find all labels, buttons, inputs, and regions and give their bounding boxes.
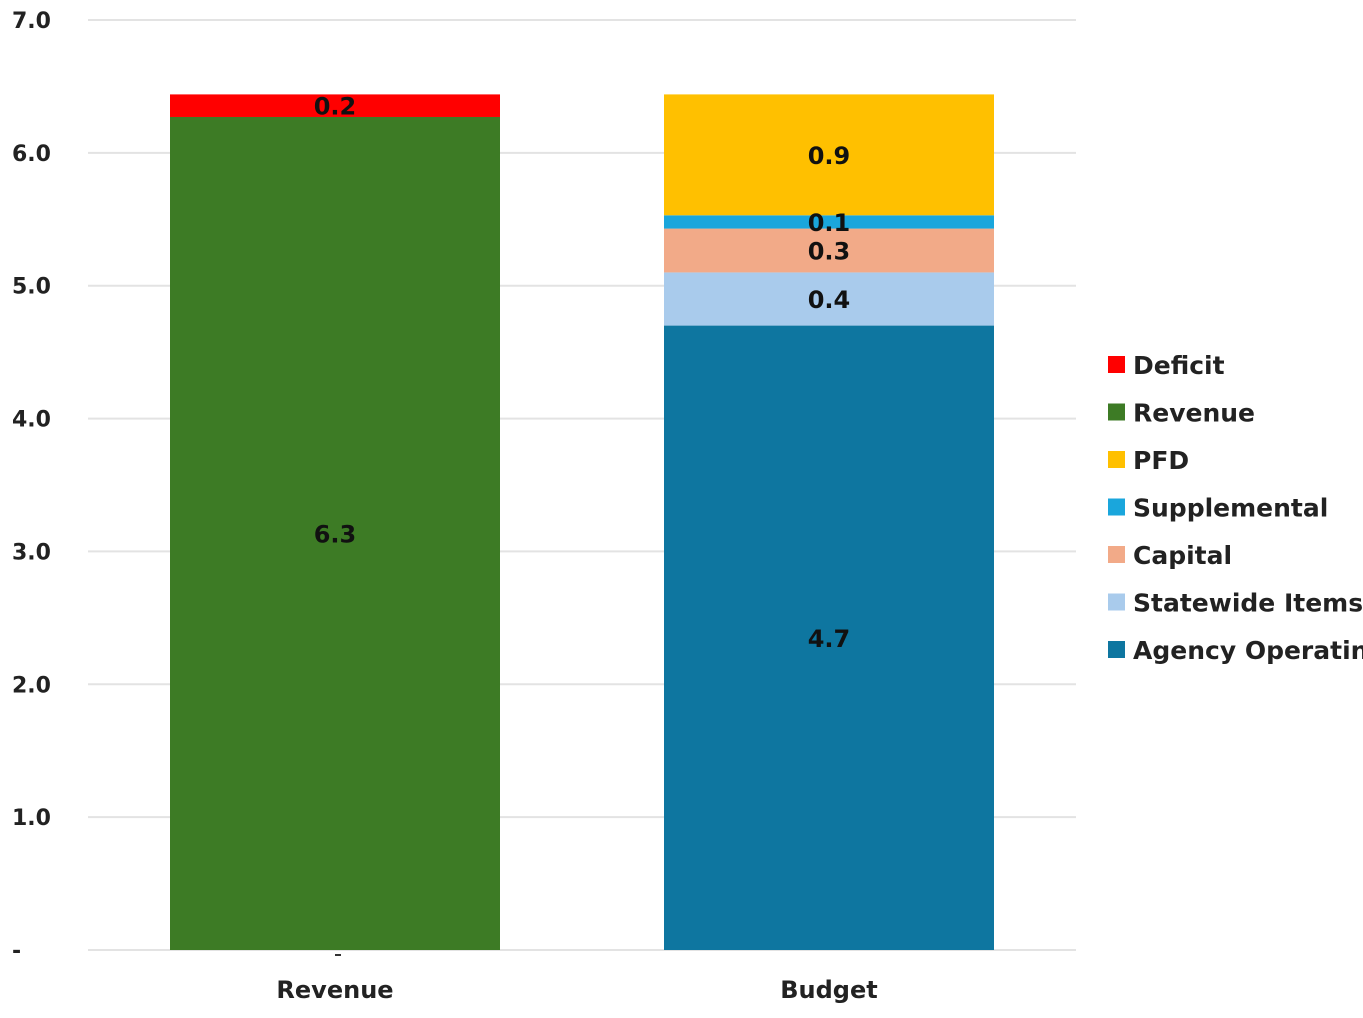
data-label-revenue-deficit: 0.2 (314, 93, 357, 121)
data-label-budget-capital: 0.3 (808, 238, 851, 266)
bar-segment-budget-capital (664, 228, 994, 273)
legend-swatch-revenue (1108, 403, 1125, 421)
data-label-budget-pfd: 0.9 (808, 142, 851, 170)
legend-label-agency-operating: Agency Operating (1133, 636, 1363, 665)
x-category-label-revenue: Revenue (276, 976, 393, 1004)
axes: - 1.0 2.0 3.0 4.0 5.0 6.0 7.0 Revenue Budget (12, 9, 878, 1004)
y-tick-label-7: 7.0 (12, 9, 51, 34)
data-label-budget-statewide-items: 0.4 (808, 286, 851, 314)
legend-label-statewide-items: Statewide Items (1133, 589, 1363, 618)
legend-label-capital: Capital (1133, 541, 1232, 570)
legend-swatch-capital (1108, 546, 1125, 563)
bar-segment-budget-statewide-items (664, 272, 994, 326)
bar-segment-budget-pfd (664, 94, 994, 216)
data-labels: 6.3 0.2 4.7 0.4 0.30.1 0.9 (314, 93, 851, 653)
legend-swatch-agency-operating (1108, 641, 1125, 658)
data-label-budget-supplemental: 0.1 (808, 209, 851, 237)
legend-label-pfd: PFD (1133, 446, 1189, 475)
legend-label-revenue: Revenue (1133, 399, 1255, 428)
y-tick-label-6: 6.0 (12, 142, 51, 167)
bar-stacks (170, 94, 994, 951)
y-tick-label-0: - (12, 939, 21, 964)
legend-swatch-statewide-items (1108, 593, 1125, 611)
legend-label-supplemental: Supplemental (1133, 494, 1328, 523)
bar-segment-revenue-deficit (170, 94, 500, 117)
legend-swatch-pfd (1108, 451, 1125, 468)
bar-segment-budget-agency-operating (664, 325, 994, 951)
data-label-budget-agency-operating: 4.7 (808, 625, 851, 653)
legend-label-deficit: Deficit (1133, 351, 1225, 380)
x-category-label-budget: Budget (780, 976, 878, 1004)
legend: Deficit Revenue PFD Supplemental Capital Stat… (1108, 351, 1363, 665)
y-tick-label-2: 2.0 (12, 673, 51, 698)
legend-swatch-supplemental (1108, 498, 1125, 516)
y-tick-label-3: 3.0 (12, 540, 51, 565)
bar-segment-revenue-revenue (170, 116, 500, 950)
data-label-revenue-revenue: 6.3 (314, 520, 357, 548)
y-tick-label-1: 1.0 (12, 806, 51, 831)
y-tick-label-4: 4.0 (12, 408, 51, 433)
bar-segment-budget-supplemental (664, 215, 994, 229)
y-tick-label-5: 5.0 (12, 275, 51, 300)
legend-swatch-deficit (1108, 356, 1125, 373)
